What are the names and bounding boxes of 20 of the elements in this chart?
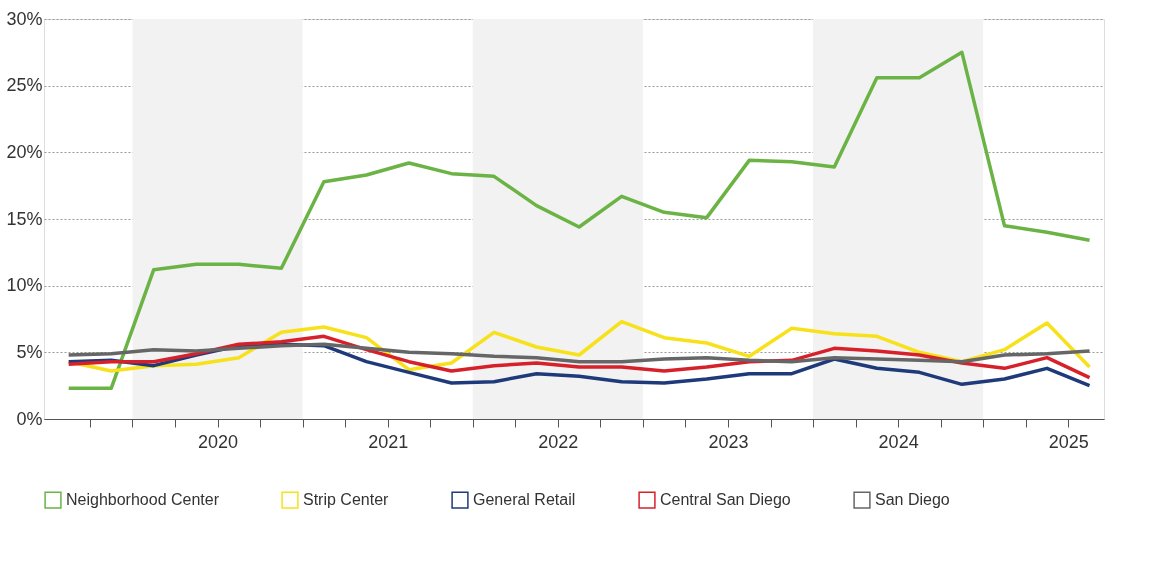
y-tick-label: 10% — [6, 275, 43, 296]
line-series — [66, 50, 1092, 391]
x-tick-label: 2021 — [368, 431, 409, 452]
y-tick-label: 25% — [6, 75, 43, 96]
legend-label: General Retail — [473, 491, 576, 509]
x-tick-label: 2020 — [198, 431, 239, 452]
y-tick-label: 15% — [6, 208, 43, 229]
y-tick-label: 0% — [16, 408, 43, 429]
y-tick-label: 30% — [6, 8, 43, 29]
x-tick-label: 2025 — [1048, 431, 1089, 452]
x-tick-label: 2024 — [878, 431, 919, 452]
legend-label: San Diego — [875, 491, 950, 509]
legend-label: Neighborhood Center — [66, 491, 220, 509]
y-tick-label: 5% — [16, 341, 43, 362]
x-tick-label: 2023 — [708, 431, 749, 452]
legend-label: Strip Center — [303, 491, 390, 509]
x-tick-label: 2022 — [538, 431, 579, 452]
y-tick-label: 20% — [6, 141, 43, 162]
line-series — [66, 342, 1092, 364]
legend-label: Central San Diego — [660, 491, 791, 509]
